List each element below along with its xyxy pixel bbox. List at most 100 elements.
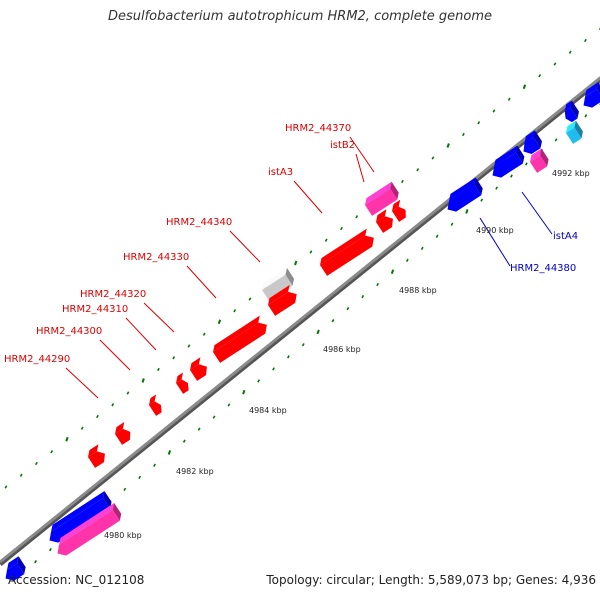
tick-mark (157, 367, 160, 372)
gene-block-reverse (583, 82, 600, 108)
tick-mark (49, 548, 52, 552)
tick-mark (324, 238, 328, 242)
ruler-labels: 4980 kbp 4982 kbp 4984 kbp 4986 kbp 4988 kbp… (104, 169, 590, 540)
tick-mark (524, 162, 528, 166)
gene-block-forward (115, 422, 131, 445)
gene-label[interactable]: HRM2_44320 (80, 289, 146, 300)
tick-mark (465, 209, 469, 214)
feature-side-face (112, 502, 122, 521)
callout-line (349, 136, 375, 173)
feature-top-face (268, 285, 290, 305)
callout-line (65, 367, 99, 399)
feature-top-face (51, 491, 105, 532)
feature-top-face (449, 177, 476, 201)
ruler-label: 4990 kbp (476, 226, 514, 235)
feature-front-face (376, 216, 393, 233)
tick-mark (19, 473, 23, 477)
gene-label[interactable]: HRM2_44330 (123, 252, 189, 263)
tick-mark (331, 319, 335, 323)
feature-side-face (285, 267, 295, 286)
feature-front-face (5, 563, 25, 581)
feature-top-face (392, 199, 401, 211)
gene-block-mobile (365, 181, 399, 216)
tick-mark (4, 485, 8, 489)
tick-mark (126, 391, 130, 395)
tick-mark (584, 114, 588, 118)
gene-block-mobile (530, 148, 549, 173)
gene-label[interactable]: HRM2_44340 (166, 217, 232, 228)
tick-mark (553, 62, 557, 66)
tick-mark (431, 156, 435, 160)
tick-mark (568, 50, 572, 54)
genome-stats-text: Topology: circular; Length: 5,589,073 bp… (266, 573, 596, 587)
feature-front-face (262, 274, 293, 301)
feature-side-face (574, 120, 583, 139)
feature-side-face (596, 82, 600, 101)
gene-label[interactable]: HRM2_44380 (510, 263, 576, 274)
feature-side-face (390, 181, 399, 200)
gene-label[interactable]: HRM2_44310 (62, 304, 128, 315)
gene-block-forward (190, 357, 207, 381)
tick-mark (390, 269, 395, 275)
tick-mark (416, 168, 420, 172)
tick-mark (480, 198, 484, 202)
gene-block-reverse (49, 491, 112, 543)
genome-backbone (0, 76, 600, 566)
callout-line (99, 339, 131, 371)
tick-mark (376, 282, 380, 287)
tick-mark (294, 260, 298, 266)
feature-front-face (583, 89, 600, 108)
gene-label[interactable]: HRM2_44290 (4, 354, 70, 365)
tick-mark (272, 367, 275, 371)
tick-mark (435, 234, 439, 238)
feature-side-face (570, 100, 579, 119)
gene-block-forward (376, 209, 393, 233)
gene-label[interactable]: HRM2_44300 (36, 326, 102, 337)
gene-block-forward (176, 372, 189, 394)
ruler-label: 4988 kbp (399, 286, 437, 295)
feature-front-face (492, 152, 523, 178)
tick-mark (212, 415, 216, 419)
feature-top-face (115, 422, 125, 434)
feature-side-face (17, 556, 26, 575)
feature-front-face (176, 379, 189, 394)
tick-mark (111, 403, 115, 407)
callout-line (186, 265, 217, 299)
feature-top-face (7, 556, 19, 570)
tick-mark (227, 403, 231, 407)
gene-block-forward (392, 199, 406, 222)
gene-block-forward (320, 228, 374, 276)
feature-top-face (530, 148, 542, 162)
feature-top-face (494, 145, 518, 167)
feature-side-face (540, 148, 549, 167)
tick-mark (355, 215, 359, 219)
tick-mark (80, 426, 84, 430)
gene-block-forward (149, 394, 162, 416)
tick-mark (301, 343, 305, 347)
feature-front-face (149, 401, 162, 416)
feature-top-face (564, 100, 572, 112)
tick-mark (495, 186, 498, 190)
gene-label[interactable]: istB2 (330, 140, 355, 151)
feature-top-face (320, 228, 367, 265)
gene-label[interactable]: istA3 (268, 167, 293, 178)
callout-line (521, 191, 553, 235)
gene-block-reverse (523, 130, 542, 154)
tick-mark (233, 309, 237, 313)
feature-front-face (566, 127, 582, 144)
gene-label[interactable]: istA4 (553, 231, 578, 242)
tick-mark (446, 143, 450, 148)
gene-block-forward (213, 315, 267, 363)
feature-top-face (149, 394, 157, 405)
feature-front-face (190, 364, 207, 381)
feature-front-face (392, 206, 406, 222)
gene-block-mobile (57, 502, 122, 556)
tick-mark (172, 356, 176, 360)
tick-mark (450, 222, 454, 226)
feature-top-face (88, 444, 99, 457)
gene-block-reverse (447, 177, 483, 212)
feature-front-face (523, 137, 541, 154)
map-title: Desulfobacterium autotrophicum HRM2, com… (107, 9, 493, 24)
gene-label[interactable]: HRM2_44370 (285, 123, 351, 134)
